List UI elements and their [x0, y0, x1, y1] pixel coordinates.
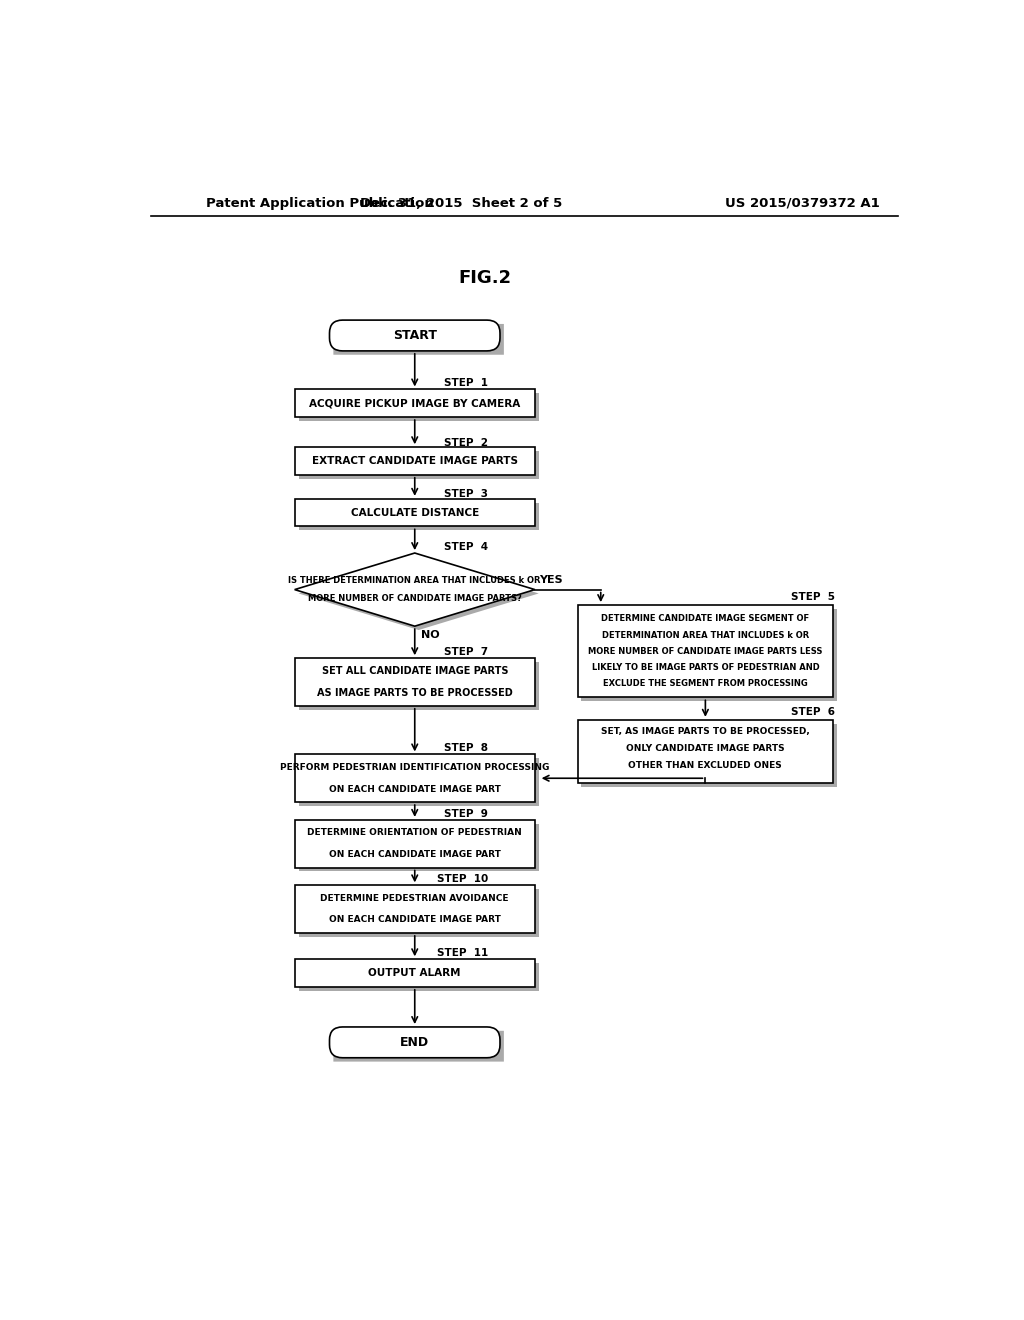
- Polygon shape: [582, 609, 838, 701]
- Text: STEP  9: STEP 9: [444, 809, 488, 818]
- FancyBboxPatch shape: [334, 323, 504, 355]
- Text: OUTPUT ALARM: OUTPUT ALARM: [369, 968, 461, 978]
- Polygon shape: [295, 553, 535, 626]
- Polygon shape: [299, 663, 539, 710]
- Text: EXCLUDE THE SEGMENT FROM PROCESSING: EXCLUDE THE SEGMENT FROM PROCESSING: [603, 678, 808, 688]
- Text: AS IMAGE PARTS TO BE PROCESSED: AS IMAGE PARTS TO BE PROCESSED: [316, 688, 513, 698]
- Text: EXTRACT CANDIDATE IMAGE PARTS: EXTRACT CANDIDATE IMAGE PARTS: [311, 455, 518, 466]
- Text: END: END: [400, 1036, 429, 1049]
- Polygon shape: [578, 719, 834, 783]
- Text: OTHER THAN EXCLUDED ONES: OTHER THAN EXCLUDED ONES: [629, 760, 782, 770]
- Text: YES: YES: [539, 576, 562, 585]
- Text: STEP  6: STEP 6: [791, 708, 835, 717]
- Text: US 2015/0379372 A1: US 2015/0379372 A1: [725, 197, 880, 210]
- Text: DETERMINATION AREA THAT INCLUDES k OR: DETERMINATION AREA THAT INCLUDES k OR: [602, 631, 809, 639]
- Polygon shape: [295, 447, 535, 475]
- FancyBboxPatch shape: [330, 1027, 500, 1057]
- Text: STEP  8: STEP 8: [444, 743, 488, 754]
- Text: MORE NUMBER OF CANDIDATE IMAGE PARTS?: MORE NUMBER OF CANDIDATE IMAGE PARTS?: [308, 594, 521, 603]
- Text: STEP  5: STEP 5: [791, 593, 835, 602]
- Polygon shape: [299, 758, 539, 807]
- Text: DETERMINE CANDIDATE IMAGE SEGMENT OF: DETERMINE CANDIDATE IMAGE SEGMENT OF: [601, 614, 809, 623]
- Text: ACQUIRE PICKUP IMAGE BY CAMERA: ACQUIRE PICKUP IMAGE BY CAMERA: [309, 399, 520, 408]
- Polygon shape: [295, 389, 535, 417]
- Text: ON EACH CANDIDATE IMAGE PART: ON EACH CANDIDATE IMAGE PART: [329, 850, 501, 859]
- Polygon shape: [295, 820, 535, 867]
- Polygon shape: [299, 964, 539, 991]
- Text: DETERMINE ORIENTATION OF PEDESTRIAN: DETERMINE ORIENTATION OF PEDESTRIAN: [307, 829, 522, 837]
- Text: ON EACH CANDIDATE IMAGE PART: ON EACH CANDIDATE IMAGE PART: [329, 784, 501, 793]
- Polygon shape: [295, 886, 535, 933]
- Polygon shape: [299, 503, 539, 531]
- Text: CALCULATE DISTANCE: CALCULATE DISTANCE: [350, 508, 479, 517]
- Polygon shape: [299, 451, 539, 479]
- Text: IS THERE DETERMINATION AREA THAT INCLUDES k OR: IS THERE DETERMINATION AREA THAT INCLUDE…: [289, 576, 541, 585]
- Text: STEP  3: STEP 3: [444, 490, 488, 499]
- Polygon shape: [299, 824, 539, 871]
- Text: Dec. 31, 2015  Sheet 2 of 5: Dec. 31, 2015 Sheet 2 of 5: [360, 197, 562, 210]
- Text: Patent Application Publication: Patent Application Publication: [206, 197, 433, 210]
- Polygon shape: [295, 755, 535, 803]
- FancyBboxPatch shape: [330, 321, 500, 351]
- Text: DETERMINE PEDESTRIAN AVOIDANCE: DETERMINE PEDESTRIAN AVOIDANCE: [321, 894, 509, 903]
- Text: NO: NO: [421, 631, 439, 640]
- Text: PERFORM PEDESTRIAN IDENTIFICATION PROCESSING: PERFORM PEDESTRIAN IDENTIFICATION PROCES…: [280, 763, 550, 772]
- Polygon shape: [295, 659, 535, 706]
- Text: STEP  11: STEP 11: [437, 948, 488, 958]
- Polygon shape: [295, 499, 535, 527]
- Text: SET, AS IMAGE PARTS TO BE PROCESSED,: SET, AS IMAGE PARTS TO BE PROCESSED,: [601, 727, 810, 735]
- Text: LIKELY TO BE IMAGE PARTS OF PEDESTRIAN AND: LIKELY TO BE IMAGE PARTS OF PEDESTRIAN A…: [592, 663, 819, 672]
- Polygon shape: [582, 723, 838, 787]
- Text: ONLY CANDIDATE IMAGE PARTS: ONLY CANDIDATE IMAGE PARTS: [626, 743, 784, 752]
- FancyBboxPatch shape: [334, 1031, 504, 1061]
- Text: FIG.2: FIG.2: [458, 269, 511, 286]
- Text: STEP  7: STEP 7: [444, 647, 488, 657]
- Polygon shape: [578, 605, 834, 697]
- Polygon shape: [299, 393, 539, 421]
- Polygon shape: [295, 960, 535, 987]
- Text: START: START: [393, 329, 437, 342]
- Text: STEP  10: STEP 10: [437, 874, 488, 884]
- Polygon shape: [299, 890, 539, 937]
- Text: STEP  1: STEP 1: [444, 379, 488, 388]
- Text: MORE NUMBER OF CANDIDATE IMAGE PARTS LESS: MORE NUMBER OF CANDIDATE IMAGE PARTS LES…: [588, 647, 822, 656]
- Text: SET ALL CANDIDATE IMAGE PARTS: SET ALL CANDIDATE IMAGE PARTS: [322, 667, 508, 676]
- Polygon shape: [299, 557, 539, 630]
- Text: STEP  2: STEP 2: [444, 437, 488, 447]
- Text: ON EACH CANDIDATE IMAGE PART: ON EACH CANDIDATE IMAGE PART: [329, 916, 501, 924]
- Text: STEP  4: STEP 4: [444, 543, 488, 552]
